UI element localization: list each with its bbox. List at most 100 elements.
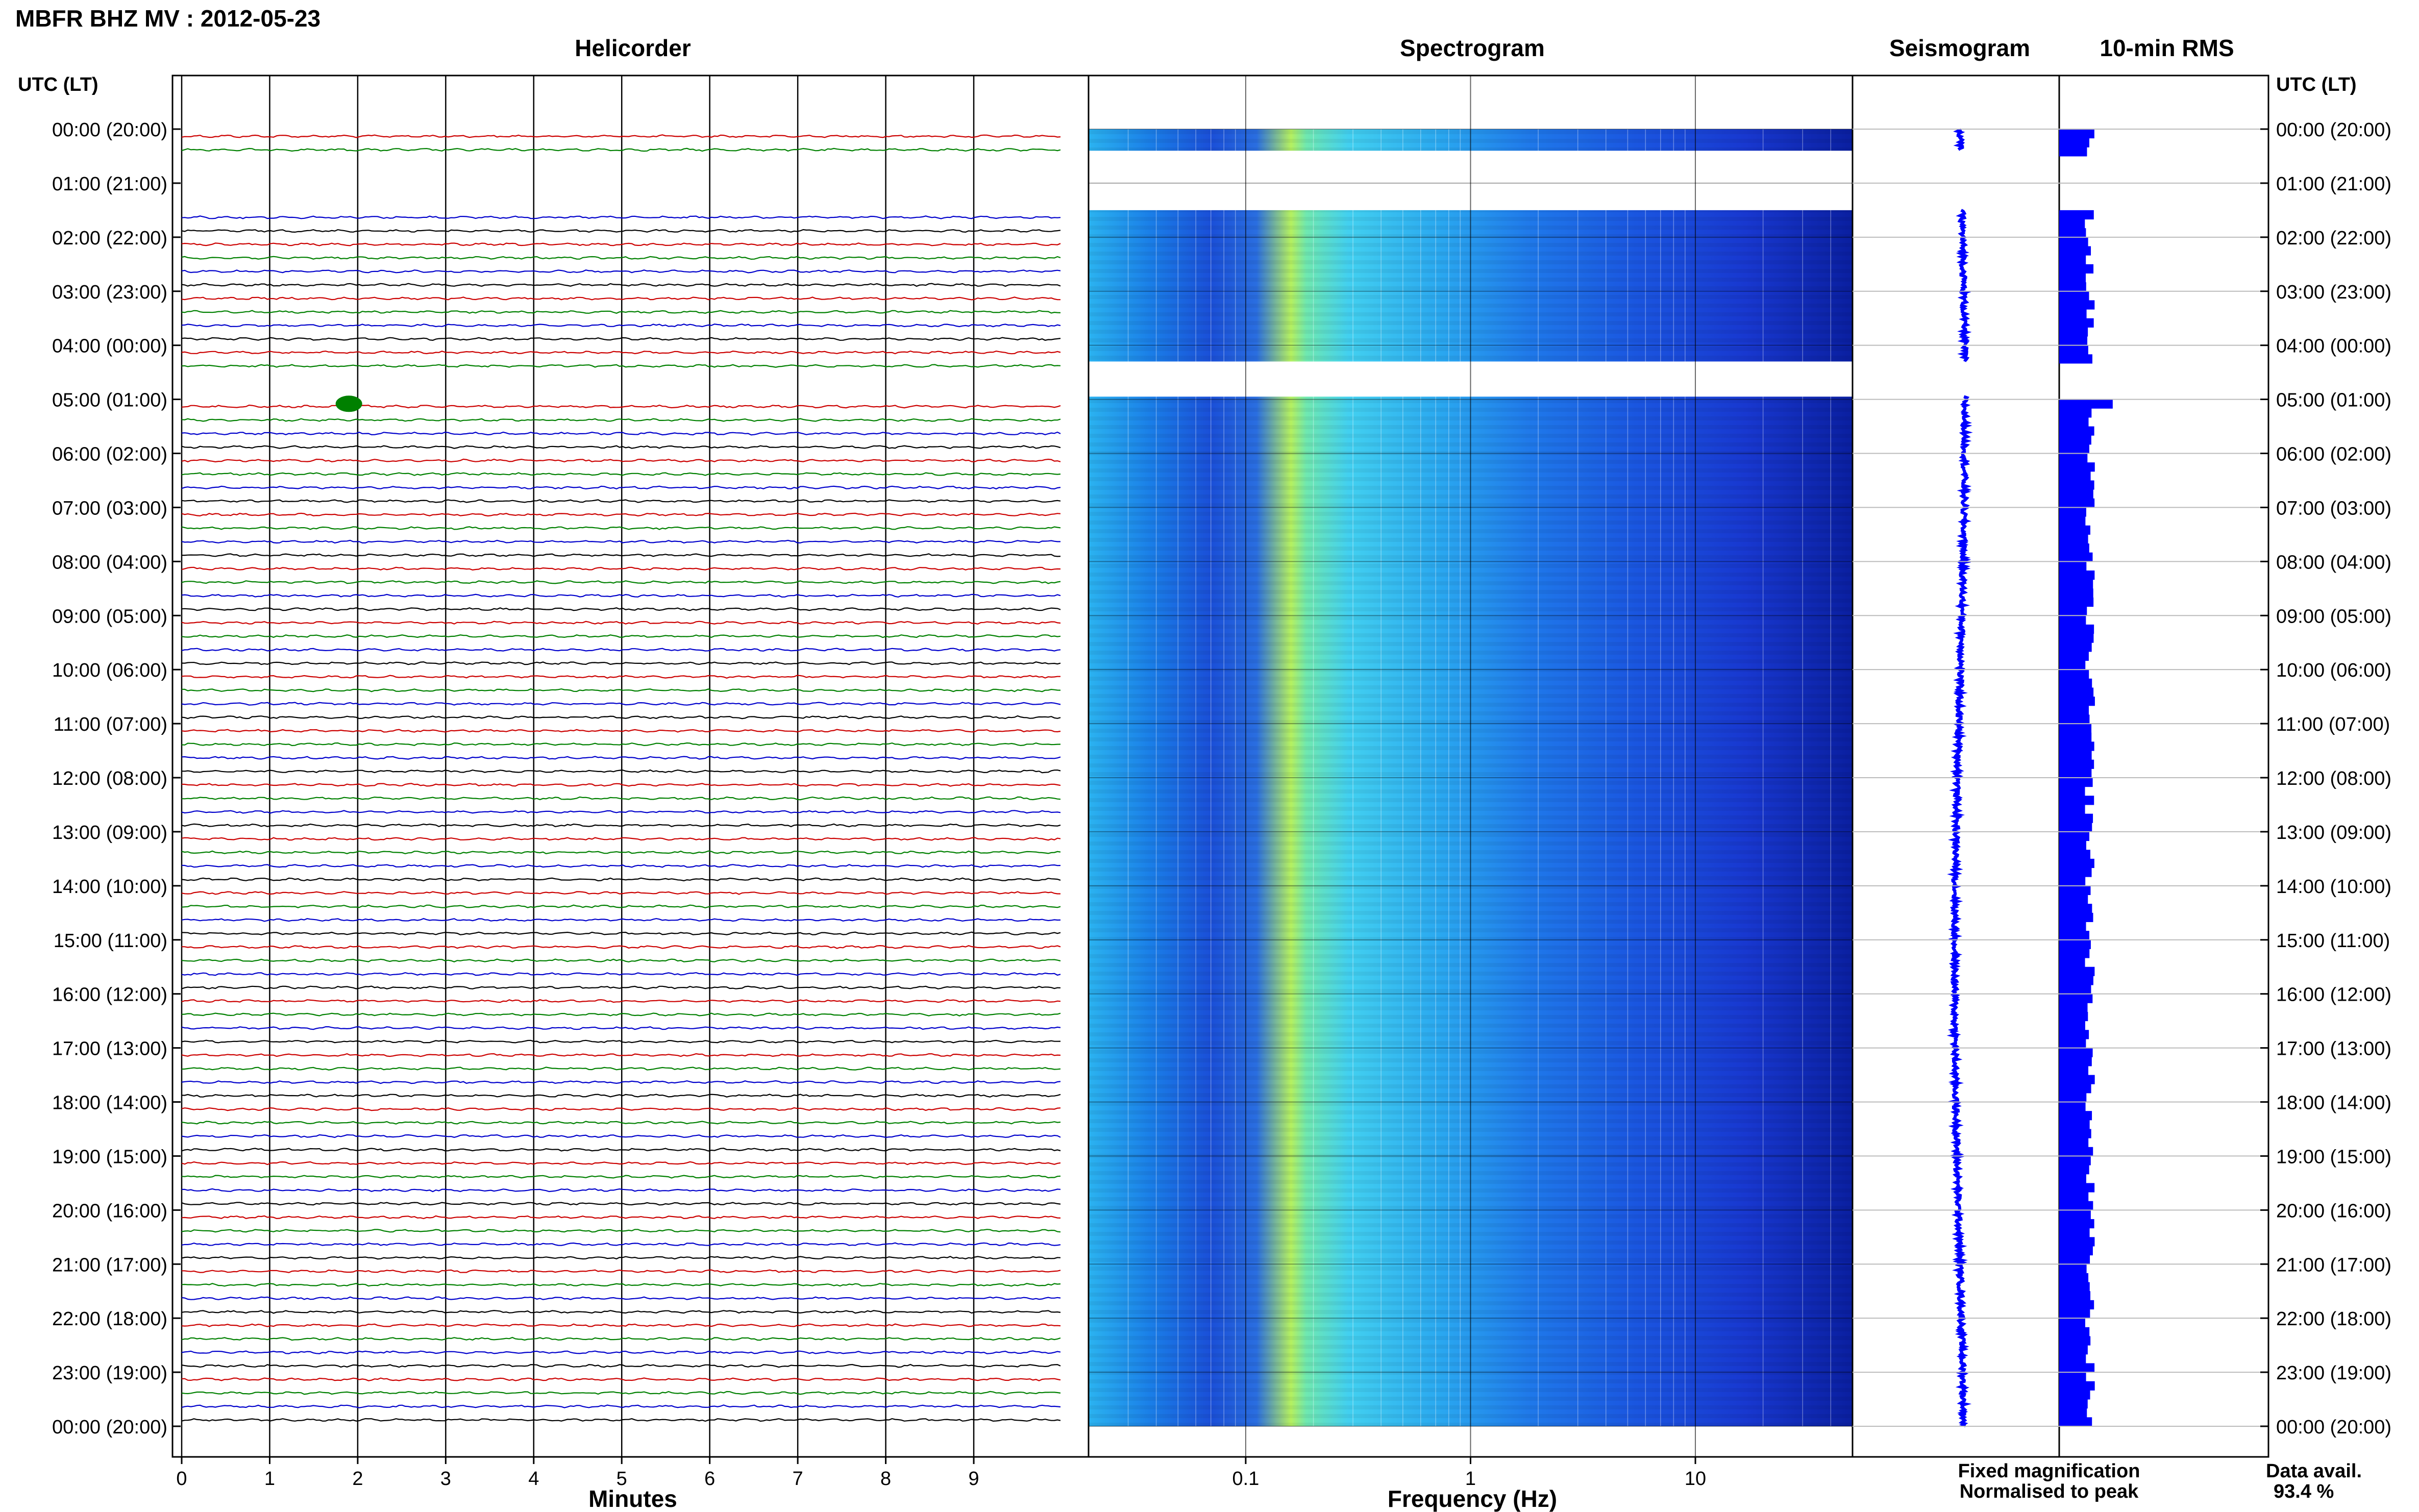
rms-bar: [2059, 588, 2093, 598]
time-label-right: 14:00 (10:00): [2276, 876, 2391, 898]
rms-bar: [2059, 300, 2095, 310]
rms-bar: [2059, 1075, 2095, 1084]
rms-bar: [2059, 840, 2086, 850]
helicorder-trace: [181, 364, 1061, 368]
time-label-left: 17:00 (13:00): [52, 1038, 167, 1060]
time-label-left: 06:00 (02:00): [52, 444, 167, 465]
helicorder-trace: [181, 229, 1061, 233]
time-label-right: 13:00 (09:00): [2276, 822, 2391, 844]
rms-bar: [2059, 1021, 2085, 1030]
rms-bar: [2059, 1003, 2088, 1012]
rms-bar: [2059, 543, 2089, 553]
time-label-right: 01:00 (21:00): [2276, 173, 2391, 195]
rms-bar: [2059, 660, 2086, 670]
helicorder-trace: [181, 147, 1061, 152]
helicorder-trace: [181, 1242, 1061, 1246]
rms-bar: [2059, 507, 2086, 517]
helicorder-trace: [181, 796, 1061, 801]
rms-bar: [2059, 273, 2086, 283]
time-axis-header-left: UTC (LT): [18, 74, 98, 95]
helicorder-trace: [181, 1323, 1061, 1327]
rms-bar: [2059, 408, 2092, 418]
helicorder-trace: [181, 1229, 1061, 1233]
time-label-left: 04:00 (00:00): [52, 336, 167, 357]
rms-bar: [2059, 678, 2092, 688]
time-label-left: 11:00 (07:00): [54, 714, 167, 735]
helicorder-trace: [181, 958, 1061, 963]
rms-bar: [2059, 1030, 2089, 1039]
helicorder-trace: [181, 1269, 1061, 1273]
rms-bar: [2059, 1138, 2089, 1148]
helicorder-trace: [181, 972, 1061, 976]
helicorder-trace: [182, 553, 1061, 557]
helicorder-trace: [181, 1026, 1061, 1030]
helicorder-trace: [181, 134, 1061, 138]
rms-bar: [2059, 697, 2095, 706]
rms-bar: [2059, 796, 2094, 805]
spectrogram-tick-label: 1: [1465, 1468, 1476, 1490]
rms-bar: [2059, 1093, 2087, 1102]
time-label-left: 08:00 (04:00): [52, 552, 167, 573]
spectrogram-tick-label: 10: [1685, 1468, 1706, 1490]
page-title: MBFR BHZ MV : 2012-05-23: [15, 5, 320, 32]
time-label-right: 17:00 (13:00): [2276, 1038, 2391, 1060]
helicorder-trace: [181, 810, 1061, 814]
helicorder-trace: [181, 445, 1061, 449]
rms-bar: [2059, 1065, 2089, 1076]
helicorder-trace: [181, 648, 1061, 652]
rms-bar: [2059, 435, 2091, 445]
helicorder-trace: [181, 458, 1061, 463]
rms-bar: [2059, 1192, 2089, 1202]
time-label-left: 18:00 (14:00): [52, 1093, 167, 1114]
data-availability-label: Data avail.: [2266, 1460, 2362, 1482]
time-label-left: 23:00 (19:00): [52, 1362, 167, 1384]
helicorder-tick-label: 3: [440, 1468, 451, 1490]
rms-bar: [2059, 291, 2089, 301]
rms-bar: [2059, 1011, 2088, 1022]
rms-bar: [2059, 255, 2086, 265]
helicorder-trace: [181, 1215, 1061, 1220]
rms-bar: [2059, 904, 2092, 913]
rms-bar: [2059, 309, 2087, 319]
helicorder-tick-label: 9: [968, 1468, 979, 1490]
helicorder-trace: [181, 918, 1061, 922]
rms-bar: [2059, 670, 2089, 679]
helicorder-frame: [171, 75, 1090, 1458]
rms-bar: [2059, 1057, 2092, 1067]
time-label-left: 03:00 (23:00): [52, 282, 167, 303]
rms-bar: [2059, 858, 2094, 869]
rms-bar: [2059, 327, 2088, 337]
rms-bar: [2059, 489, 2093, 499]
helicorder-trace: [181, 1148, 1061, 1152]
rms-bar: [2059, 1246, 2093, 1256]
helicorder-trace: [181, 350, 1061, 355]
time-axis-header-right: UTC (LT): [2276, 74, 2357, 95]
helicorder-trace: [181, 269, 1061, 274]
time-label-left: 19:00 (15:00): [52, 1146, 167, 1168]
time-label-left: 01:00 (21:00): [52, 173, 167, 195]
helicorder-trace: [181, 1418, 1061, 1422]
rms-bar: [2059, 867, 2092, 877]
rms-bar: [2059, 1201, 2093, 1210]
rms-bar: [2059, 426, 2094, 436]
time-label-right: 18:00 (14:00): [2276, 1093, 2391, 1114]
rms-bar: [2059, 354, 2092, 364]
helicorder-trace: [181, 864, 1061, 868]
helicorder-tick-label: 1: [264, 1468, 275, 1490]
time-label-left: 07:00 (03:00): [52, 498, 167, 519]
time-label-right: 20:00 (16:00): [2276, 1200, 2391, 1222]
helicorder-trace: [181, 526, 1061, 530]
rms-bar: [2059, 966, 2095, 976]
helicorder-xlabel: Minutes: [588, 1485, 677, 1512]
rms-bar: [2059, 345, 2088, 355]
rms-bar: [2059, 651, 2089, 661]
rms-bar: [2059, 1417, 2092, 1427]
helicorder-trace: [181, 593, 1061, 598]
rms-bar: [2059, 552, 2093, 562]
rms-bar: [2059, 228, 2086, 238]
helicorder-trace: [181, 499, 1061, 503]
helicorder-trace: [181, 1107, 1061, 1111]
helicorder-trace: [181, 323, 1061, 328]
helicorder-trace: [181, 580, 1061, 584]
